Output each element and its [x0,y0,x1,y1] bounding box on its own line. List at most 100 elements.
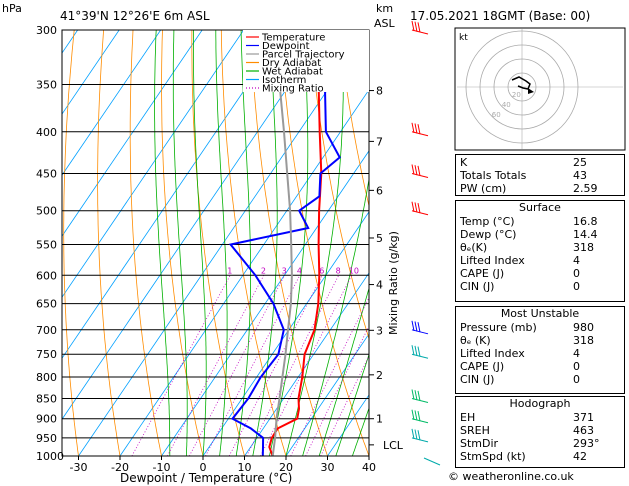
wind-barb-flag [417,430,421,441]
temperature-tick-label: 20 [279,461,293,474]
pressure-tick-label: 900 [36,413,57,426]
isotherm-line [62,30,286,359]
hodograph-frame [454,27,626,151]
pressure-axis: 300 350 400 450 500 550 600 650 700 750 800 850 900 9… [36,24,64,463]
surface-row: CAPE (J) 0 [460,267,580,280]
pressure-tick-label: 600 [36,269,57,282]
temperature-tick-label: -20 [111,461,129,474]
mixing-ratio-line [131,275,231,456]
isotherm-line [62,30,120,115]
wind-barb-flag [417,322,421,333]
pressure-tick-label: 300 [36,24,57,37]
wet-adiabat-line [335,353,369,456]
height-tick-label: 5 [376,232,383,245]
hodograph-row: StmSpd (kt) 42 [460,450,587,463]
parcel-trajectory-line [271,30,293,456]
wind-barb-flag [417,411,421,422]
mixing-ratio-label: 1 [227,266,232,275]
surface-row: Dewp (°C) 14.4 [460,228,598,241]
height-axis: 1 2 3 4 5 6 7 8 LCL [369,85,404,452]
wind-barb-flag [411,409,415,420]
hpa-unit: hPa [2,2,22,15]
wind-barb-flag [414,390,418,401]
most-unstable-box: Most Unstable Pressure (mb) 980 θₑ (K) 318… [455,306,625,394]
mixing-ratio-axis-label: Mixing Ratio (g/kg) [387,231,400,335]
wind-barb-flag [411,122,415,133]
mixing-ratio-line [246,275,340,456]
legend-label: Temperature [261,33,325,44]
height-tick-label: 8 [376,85,383,98]
isotherm-line [62,30,162,176]
temperature-tick-label: 30 [321,461,335,474]
pressure-tick-label: 950 [36,432,57,445]
most-unstable-row: θₑ (K) 318 [460,334,594,347]
mixing-ratio-line [167,275,265,456]
surface-row: θₑ(K) 318 [460,241,594,254]
wind-barb-flag [417,346,421,357]
wind-barb-flag [414,21,418,32]
wind-barb-flag [414,165,418,176]
temperature-axis: -30 -20 -10 0 10 20 30 40 [70,456,376,474]
km-unit: km [376,2,393,15]
most-unstable-row: CIN (J) 0 [460,373,580,386]
hodograph-ring-label: 40 [502,101,511,109]
pressure-tick-label: 750 [36,348,57,361]
legend-label: Dry Adiabat [262,58,321,69]
surface-box: Surface Temp (°C) 16.8 Dewp (°C) 14.4 θₑ(K… [455,200,625,302]
wind-barb-flag [417,203,421,214]
wind-barb-flag [417,165,421,176]
pressure-tick-label: 550 [36,238,57,251]
mixing-ratio-label: 3 [282,266,287,275]
temperature-tick-label: 10 [238,461,252,474]
asl-unit: ASL [374,17,396,30]
wind-barb-flag [414,321,418,332]
legend-label: Mixing Ratio [262,84,324,95]
height-tick-label: 2 [376,369,383,382]
pressure-tick-label: 650 [36,298,57,311]
temperature-tick-label: 0 [200,461,207,474]
mixing-ratio-line [260,275,353,456]
surface-title: Surface [519,201,561,214]
legend-label: Dewpoint [262,41,310,52]
height-tick-label: 3 [376,324,383,337]
mixing-ratio-label: 6 [319,266,324,275]
hodograph-row: SREH 463 [460,424,594,437]
pressure-tick-label: 850 [36,392,57,405]
wind-barb-flag [411,345,415,356]
hodograph-row: EH 371 [460,411,594,424]
isotherm-line [285,333,369,456]
isotherm-line [161,150,369,456]
copyright-footer: © weatheronline.co.uk [448,470,574,483]
index-row-k: K 25 [460,156,587,169]
legend-label: Parcel Trajectory [262,50,345,61]
index-row-pw: PW (cm) 2.59 [460,182,598,195]
mixing-ratio-label: 4 [297,266,302,275]
hodograph-unit: kt [459,33,468,43]
plot-frame [61,29,370,457]
most-unstable-row: CAPE (J) 0 [460,360,580,373]
wind-barb-flag [414,345,418,357]
height-tick-label: 1 [376,413,383,426]
wind-barbs [411,20,441,466]
hodograph-row: StmDir 293° [460,437,600,450]
index-row-totals: Totals Totals 43 [460,169,587,182]
hodograph-trace [511,76,531,90]
wind-barb-flag [411,164,415,175]
legend-label: Isotherm [262,75,306,86]
pressure-tick-label: 800 [36,371,57,384]
height-tick-label: 6 [376,184,383,197]
temperature-tick-label: -10 [153,461,171,474]
wet-adiabat-line [352,406,369,456]
wind-barb-flag [411,389,415,400]
wind-barb-flag [414,202,418,213]
wind-barb-flag [411,201,415,212]
storm-motion-marker [528,88,534,94]
mixing-ratio-label: 10 [349,266,359,275]
wind-barb-flag [414,410,418,421]
most-unstable-row: Lifted Index 4 [460,347,580,360]
lcl-label: LCL [383,439,404,452]
mixing-ratio-line [205,275,301,456]
